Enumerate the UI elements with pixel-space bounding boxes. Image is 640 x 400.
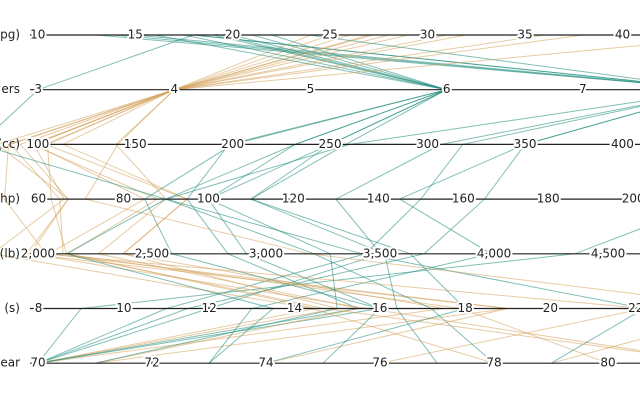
tick-label: 16 (372, 301, 387, 315)
tick-label: 10 (30, 28, 45, 42)
tick-label: 40 (615, 28, 630, 42)
tick-label: 100 (26, 137, 49, 151)
tick-label: 180 (537, 192, 560, 206)
tick-label: 200 (221, 137, 244, 151)
axis-label: ers (1, 82, 20, 96)
tick-label: 5 (307, 82, 315, 96)
tick-label: 4 (171, 82, 179, 96)
tick-label: 150 (124, 137, 147, 151)
tick-label: 160 (452, 192, 475, 206)
tick-label: 3,500 (363, 246, 397, 260)
tick-label: 100 (197, 192, 220, 206)
tick-label: 250 (319, 137, 342, 151)
tick-label: 200 (622, 192, 640, 206)
tick-label: 20 (225, 28, 240, 42)
tick-label: 350 (514, 137, 537, 151)
tick-label: 300 (416, 137, 439, 151)
tick-label: 18 (457, 301, 472, 315)
tick-label: 74 (258, 356, 273, 370)
tick-label: 76 (372, 356, 387, 370)
tick-label: 78 (486, 356, 501, 370)
axis-label: hp) (0, 192, 20, 206)
tick-label: 2,000 (21, 246, 55, 260)
tick-label: 30 (420, 28, 435, 42)
tick-label: 35 (517, 28, 532, 42)
tick-label: 70 (30, 356, 45, 370)
axis-label: pg) (0, 28, 20, 42)
tick-label: 10 (116, 301, 131, 315)
tick-label: 7 (579, 82, 587, 96)
tick-label: 140 (367, 192, 390, 206)
tick-label: 72 (144, 356, 159, 370)
axis-label: (s) (4, 301, 20, 315)
tick-label: 4,000 (477, 246, 511, 260)
tick-label: 60 (31, 192, 46, 206)
tick-label: 15 (128, 28, 143, 42)
tick-label: 25 (322, 28, 337, 42)
axis-label: ear (0, 356, 20, 370)
tick-label: 2,500 (135, 246, 169, 260)
tick-label: 6 (443, 82, 451, 96)
tick-label: 400 (611, 137, 634, 151)
tick-label: 80 (600, 356, 615, 370)
tick-label: 120 (282, 192, 305, 206)
axis-label: (cc) (0, 137, 20, 151)
tick-label: 22 (628, 301, 640, 315)
tick-label: 3 (34, 82, 42, 96)
tick-label: 4,500 (591, 246, 625, 260)
axis-label: (lb) (0, 246, 20, 260)
tick-label: 3,000 (249, 246, 283, 260)
tick-label: 80 (116, 192, 131, 206)
tick-label: 8 (35, 301, 43, 315)
tick-label: 12 (202, 301, 217, 315)
tick-label: 20 (543, 301, 558, 315)
tick-label: 14 (287, 301, 302, 315)
